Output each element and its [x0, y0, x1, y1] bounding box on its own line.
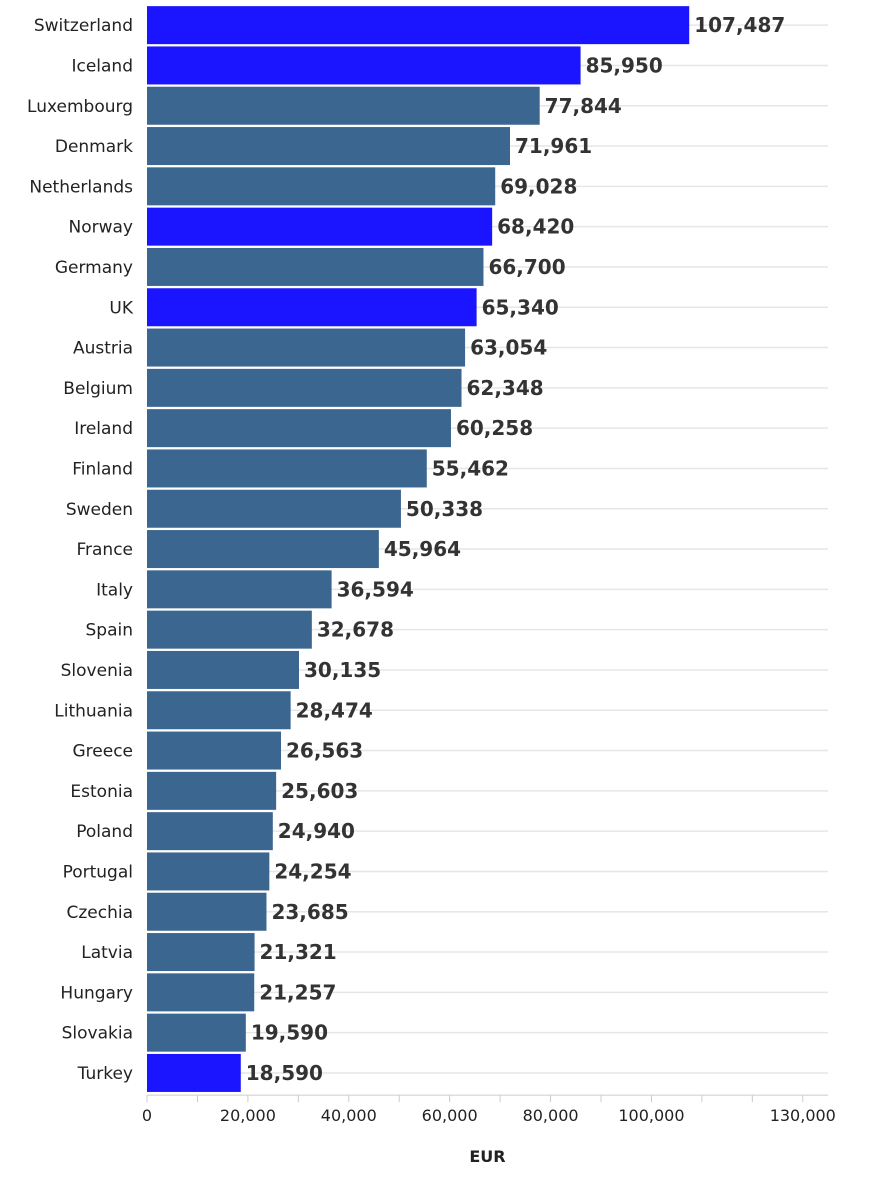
category-label-germany: Germany [55, 258, 133, 278]
x-axis: 0 20,000 40,000 60,000 80,000 100,000 130,000 [142, 1094, 836, 1125]
bar-luxembourg [147, 86, 540, 125]
value-label-netherlands: 69,028 [500, 174, 577, 198]
bar-norway [147, 207, 493, 246]
bar-iceland [147, 46, 581, 85]
bar-austria [147, 328, 466, 367]
bar-czechia [147, 892, 267, 931]
x-tick-label: 80,000 [523, 1106, 579, 1125]
category-label-lithuania: Lithuania [54, 701, 133, 721]
bar-greece [147, 731, 281, 770]
category-label-estonia: Estonia [70, 782, 133, 802]
value-label-ireland: 60,258 [456, 416, 533, 440]
category-label-czechia: Czechia [66, 903, 133, 923]
category-label-netherlands: Netherlands [29, 177, 133, 197]
bar-belgium [147, 368, 462, 407]
x-tick-label: 40,000 [321, 1106, 377, 1125]
value-label-czechia: 23,685 [271, 900, 348, 924]
bar-switzerland [147, 6, 690, 45]
category-labels: Switzerland Iceland Luxembourg Denmark Nethe… [27, 16, 134, 1084]
bar-poland [147, 812, 273, 851]
bar-estonia [147, 771, 277, 810]
value-label-austria: 63,054 [470, 336, 547, 360]
category-label-belgium: Belgium [63, 379, 133, 399]
category-label-italy: Italy [96, 580, 133, 600]
value-label-greece: 26,563 [286, 739, 363, 763]
category-label-spain: Spain [86, 621, 134, 641]
category-label-norway: Norway [69, 218, 134, 238]
bar-spain [147, 610, 312, 649]
category-label-denmark: Denmark [55, 137, 133, 157]
bar-netherlands [147, 167, 496, 206]
category-label-turkey: Turkey [77, 1064, 133, 1084]
value-label-switzerland: 107,487 [694, 13, 785, 37]
x-axis-title: EUR [469, 1147, 505, 1166]
bar-sweden [147, 489, 401, 528]
category-label-austria: Austria [73, 339, 133, 359]
category-label-ireland: Ireland [74, 419, 133, 439]
bar-hungary [147, 973, 255, 1012]
category-label-slovakia: Slovakia [62, 1024, 133, 1044]
value-label-denmark: 71,961 [515, 134, 592, 158]
value-label-norway: 68,420 [497, 215, 574, 239]
bar-finland [147, 449, 427, 488]
bar-denmark [147, 127, 511, 166]
value-label-luxembourg: 77,844 [545, 94, 622, 118]
bar-portugal [147, 852, 270, 891]
bar-latvia [147, 933, 255, 972]
value-label-belgium: 62,348 [467, 376, 544, 400]
category-label-luxembourg: Luxembourg [27, 97, 133, 117]
category-label-greece: Greece [72, 742, 133, 762]
value-labels: 107,487 85,950 77,844 71,961 69,028 68,420 66,… [246, 13, 786, 1085]
value-label-iceland: 85,950 [586, 53, 663, 77]
x-tick-label: 20,000 [220, 1106, 276, 1125]
bar-slovenia [147, 650, 300, 689]
value-label-poland: 24,940 [278, 819, 355, 843]
bar-ireland [147, 409, 451, 448]
value-label-slovenia: 30,135 [304, 658, 381, 682]
bar-italy [147, 570, 332, 609]
x-tick-label: 100,000 [618, 1106, 684, 1125]
value-label-finland: 55,462 [432, 456, 509, 480]
category-label-uk: UK [109, 298, 133, 318]
category-label-hungary: Hungary [60, 983, 133, 1003]
x-tick-label: 0 [142, 1106, 152, 1125]
value-label-latvia: 21,321 [260, 940, 337, 964]
category-label-latvia: Latvia [81, 943, 133, 963]
value-label-estonia: 25,603 [281, 779, 358, 803]
x-tick-label: 60,000 [422, 1106, 478, 1125]
bars [147, 6, 690, 1092]
value-label-france: 45,964 [384, 537, 461, 561]
value-label-portugal: 24,254 [274, 859, 351, 883]
category-label-france: France [76, 540, 133, 560]
bar-germany [147, 247, 484, 286]
value-label-slovakia: 19,590 [251, 1021, 328, 1045]
bar-uk [147, 288, 477, 327]
value-label-hungary: 21,257 [259, 980, 336, 1004]
value-label-italy: 36,594 [337, 577, 414, 601]
category-label-poland: Poland [76, 822, 133, 842]
bar-slovakia [147, 1013, 246, 1052]
bar-turkey [147, 1053, 241, 1092]
bar-lithuania [147, 691, 291, 730]
value-label-turkey: 18,590 [246, 1061, 323, 1085]
value-label-uk: 65,340 [482, 295, 559, 319]
category-label-slovenia: Slovenia [61, 661, 133, 681]
value-label-germany: 66,700 [488, 255, 565, 279]
value-label-sweden: 50,338 [406, 497, 483, 521]
x-tick-label: 130,000 [770, 1106, 836, 1125]
bar-france [147, 530, 379, 569]
value-label-lithuania: 28,474 [296, 698, 373, 722]
category-label-iceland: Iceland [71, 56, 133, 76]
category-label-sweden: Sweden [66, 500, 133, 520]
category-label-switzerland: Switzerland [34, 16, 133, 36]
category-label-finland: Finland [72, 459, 133, 479]
category-label-portugal: Portugal [63, 862, 133, 882]
value-label-spain: 32,678 [317, 618, 394, 642]
